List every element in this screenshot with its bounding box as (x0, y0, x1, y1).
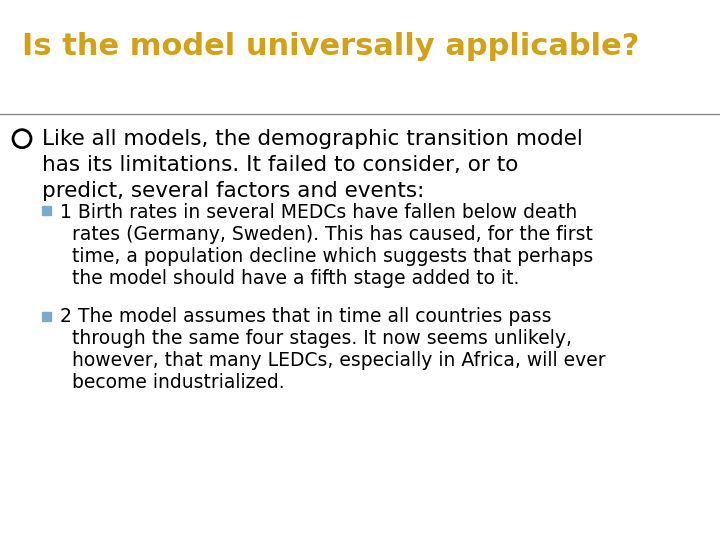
Text: however, that many LEDCs, especially in Africa, will ever: however, that many LEDCs, especially in … (60, 350, 606, 370)
Text: 2 The model assumes that in time all countries pass: 2 The model assumes that in time all cou… (60, 307, 552, 326)
Text: has its limitations. It failed to consider, or to: has its limitations. It failed to consid… (42, 154, 518, 175)
Text: the model should have a fifth stage added to it.: the model should have a fifth stage adde… (60, 269, 519, 288)
Text: 1 Birth rates in several MEDCs have fallen below death: 1 Birth rates in several MEDCs have fall… (60, 202, 577, 222)
Bar (42, 206, 51, 215)
Text: rates (Germany, Sweden). This has caused, for the first: rates (Germany, Sweden). This has caused… (60, 225, 593, 244)
Text: through the same four stages. It now seems unlikely,: through the same four stages. It now see… (60, 329, 572, 348)
Text: time, a population decline which suggests that perhaps: time, a population decline which suggest… (60, 247, 593, 266)
Text: predict, several factors and events:: predict, several factors and events: (42, 181, 424, 201)
Text: Is the model universally applicable?: Is the model universally applicable? (22, 32, 639, 61)
Text: become industrialized.: become industrialized. (60, 373, 284, 392)
Text: Like all models, the demographic transition model: Like all models, the demographic transit… (42, 129, 582, 148)
Bar (42, 312, 51, 321)
